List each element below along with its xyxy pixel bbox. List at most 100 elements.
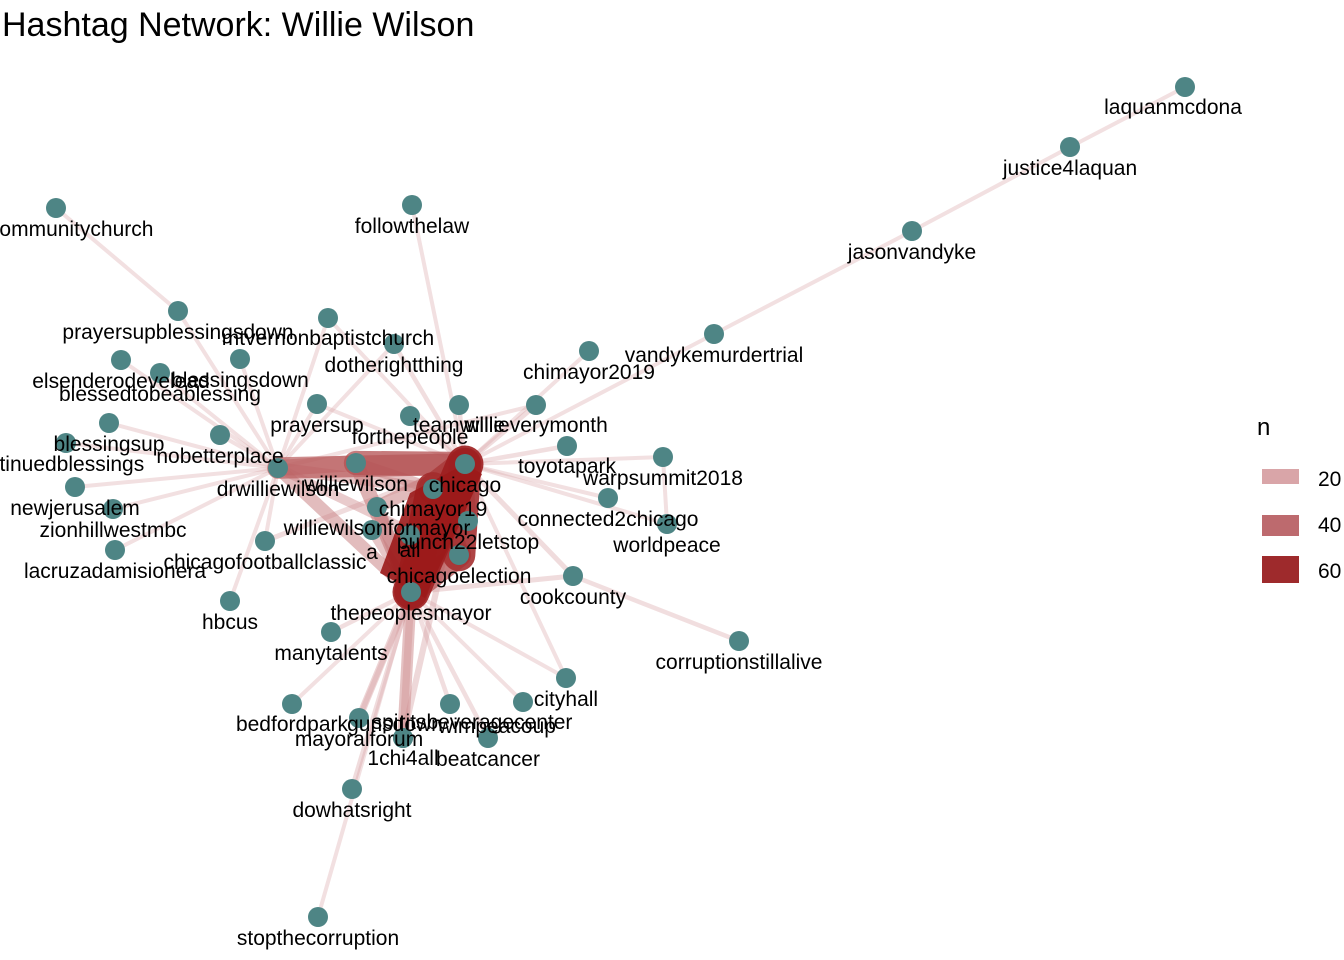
node-toyotapark (557, 436, 577, 456)
node-lacruzadamisionera (105, 540, 125, 560)
node-label-justice4laquan: justice4laquan (1002, 157, 1137, 180)
node-a (362, 520, 382, 540)
node-label-williewilson: williewilson (303, 473, 408, 496)
node-cookcounty (563, 566, 583, 586)
node-label-chimayor2019: chimayor2019 (523, 361, 655, 384)
node-willieverymonth (526, 395, 546, 415)
legend-label-20: 20 (1318, 468, 1341, 491)
node-bedfordpark (282, 694, 302, 714)
node-label-zionhillwestmbc: zionhillwestmbc (39, 519, 186, 542)
node-hbcus (220, 591, 240, 611)
node-label-hbcus: hbcus (202, 611, 258, 634)
node-corruptionstillalive (729, 631, 749, 651)
node-label-warpsummit2018: warpsummit2018 (582, 467, 743, 490)
node-label-dowhatsright: dowhatsright (292, 799, 411, 822)
legend-key-40 (1262, 515, 1299, 536)
node-label-1chi4all: 1chi4all (367, 747, 438, 770)
node-continuedblessings (56, 433, 76, 453)
edge-zionhillwestmbc-drwilliewilson (111, 466, 280, 511)
edge-vandykemurdertrial-chicago (463, 332, 716, 466)
node-warpsummit2018 (653, 447, 673, 467)
node-label-dotherightthing: dotherightthing (325, 354, 464, 377)
node-label-nobetterplace: nobetterplace (156, 445, 283, 468)
edge-worldpeace-chicago (463, 462, 669, 526)
node-layer (46, 77, 1195, 927)
node-wimpeacoup (513, 692, 533, 712)
edge-cityhall-chicago (463, 462, 568, 680)
node-chicagoelection (449, 545, 469, 565)
edge-gunsdown-thepeoplesmayor (355, 588, 415, 722)
node-label-cityhall: cityhall (534, 688, 598, 711)
node-gunsdown (349, 708, 369, 728)
legend: n 20 40 60 (1257, 414, 1341, 583)
chart-title: Hashtag Network: Willie Wilson (2, 6, 475, 44)
label-layer: laquanmcdona justice4laquan jasonvandyke va… (0, 96, 1242, 950)
node-1chi4all (393, 728, 413, 748)
edge-wimpeacoup-thepeoplesmayor (409, 590, 525, 704)
node-label-blessingsdown: blessingsdown (171, 369, 309, 392)
node-label-connected2chicago: connected2chicago (518, 508, 699, 531)
node-label-corruptionstillalive: corruptionstillalive (656, 651, 823, 674)
node-label-williewilsonformayor: williewilsonformayor (283, 517, 471, 540)
node-label-stopthecorruption: stopthecorruption (237, 927, 399, 950)
node-label-mayoralforum: mayoralforum (295, 728, 423, 751)
node-label-toyotapark: toyotapark (518, 455, 617, 478)
node-thepeoplesmayor (401, 582, 421, 602)
node-label-manytalents: manytalents (274, 642, 387, 665)
edge-mtvernonbaptistchurch-drwilliewilson (276, 316, 330, 470)
node-label-cookcounty: cookcounty (520, 586, 627, 609)
node-laquanmcdonald (1175, 77, 1195, 97)
edge-elsenderodevelead-drwilliewilson (119, 358, 280, 470)
node-beatcancer (478, 728, 498, 748)
edge-dowhatsright-thepeoplesmayor (349, 589, 414, 792)
edge-bedfordpark-thepeoplesmayor (290, 590, 413, 706)
node-label-spiritsbeveragecenter: spiritsbeveragecenter (372, 711, 573, 734)
node-label-blessingsup: blessingsup (54, 433, 165, 456)
node-label-teamwillie: teamwillie (413, 414, 505, 437)
node-label-gunsdown: gunsdown (347, 713, 443, 736)
edge-cookcounty-chicago (462, 461, 576, 579)
node-label-forthepeople: forthepeople (352, 426, 469, 449)
node-spiritsbeveragecenter (440, 694, 460, 714)
legend-label-60: 60 (1318, 560, 1341, 583)
node-chicago (455, 454, 475, 474)
node-followthelaw (402, 195, 422, 215)
node-label-thepeoplesmayor: thepeoplesmayor (330, 602, 491, 625)
edge-chicagofootballclassic-drwilliewilson (263, 466, 280, 543)
edge-blessingsdown-drwilliewilson (238, 357, 280, 470)
edge-layer (54, 85, 1187, 919)
edge-morecommunitychurch-prayersupblessingsdown (54, 206, 180, 313)
node-label-chicagoelection: chicagoelection (387, 565, 532, 588)
node-mtvernonbaptistchurch (318, 308, 338, 328)
node-williewilson (346, 453, 366, 473)
node-label-bedfordpark: bedfordpark (236, 713, 349, 736)
edge-cookcounty-thepeoplesmayor (408, 573, 576, 595)
edge-continuedblessings-drwilliewilson (64, 441, 280, 470)
node-elsenderodevelead (111, 350, 131, 370)
edge-blessingsup-drwilliewilson (107, 421, 280, 470)
node-chicagofootballclassic (255, 531, 275, 551)
edge-dotherightthing-drwilliewilson (276, 342, 396, 470)
edge-newjerusalem-drwilliewilson (73, 466, 280, 489)
node-label-all: all (399, 539, 420, 562)
node-label-vandykemurdertrial: vandykemurdertrial (625, 344, 804, 367)
edge-lacruzadamisionera-drwilliewilson (113, 466, 280, 552)
node-label-continuedblessings: ntinuedblessings (0, 453, 144, 476)
node-vandykemurdertrial (704, 324, 724, 344)
node-label-jasonvandyke: jasonvandyke (847, 241, 976, 264)
node-punch22letstop (458, 511, 478, 531)
edge-mtvernonbaptistchurch-chicago (326, 316, 467, 466)
edge-core-bundle (380, 464, 482, 598)
edge-warpsummit2018-chicago (463, 455, 665, 466)
node-all (400, 525, 420, 545)
edge-laquanmcdonald-justice4laquan (1068, 85, 1187, 149)
node-label-beatcancer: beatcancer (436, 748, 540, 771)
node-forthepeople (400, 406, 420, 426)
node-label-prayersup: prayersup (270, 414, 363, 437)
node-morecommunitychurch (46, 198, 66, 218)
edge-beatcancer-thepeoplesmayor (408, 589, 491, 741)
node-teamwillie (449, 395, 469, 415)
node-label-a: a (366, 541, 378, 564)
node-label-willieverymonth: willieverymonth (463, 414, 608, 437)
